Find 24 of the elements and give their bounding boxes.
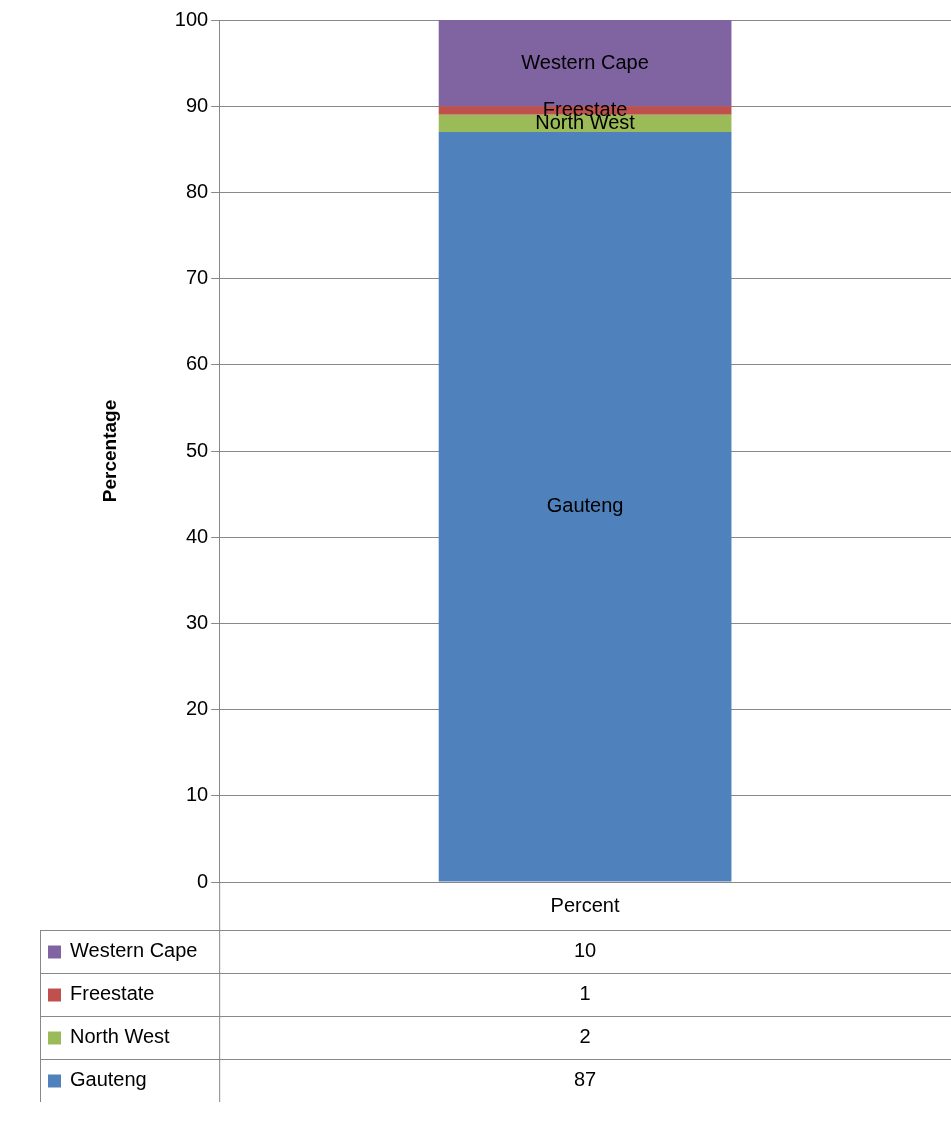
- x-tick-label: Percent: [550, 893, 620, 916]
- y-tick-label: 40: [185, 524, 209, 547]
- text: 2: [579, 1025, 591, 1048]
- text: Gauteng: [546, 494, 624, 517]
- y-axis-title: Percentage: [98, 399, 120, 503]
- text: 87: [573, 1068, 597, 1091]
- y-tick-label: 100: [174, 7, 209, 30]
- legend-label: North West: [70, 1025, 171, 1048]
- y-tick-label: 90: [185, 93, 209, 116]
- y-tick-label: 80: [185, 179, 209, 202]
- bar: [438, 132, 732, 882]
- text: 10: [573, 939, 597, 962]
- y-tick-label: 60: [185, 352, 209, 375]
- legend-label: Western Cape: [70, 939, 198, 962]
- legend-label: Gauteng: [70, 1068, 147, 1091]
- y-tick-label: 70: [185, 266, 209, 289]
- y-tick-label: 10: [185, 783, 209, 806]
- y-tick-label: 50: [185, 438, 209, 461]
- text: Western Cape: [521, 50, 649, 73]
- y-tick-label: 30: [185, 610, 209, 633]
- y-tick-label: 20: [185, 697, 209, 720]
- y-tick-label: 0: [197, 869, 209, 892]
- legend-label: Freestate: [70, 982, 155, 1005]
- text: 1: [579, 982, 591, 1005]
